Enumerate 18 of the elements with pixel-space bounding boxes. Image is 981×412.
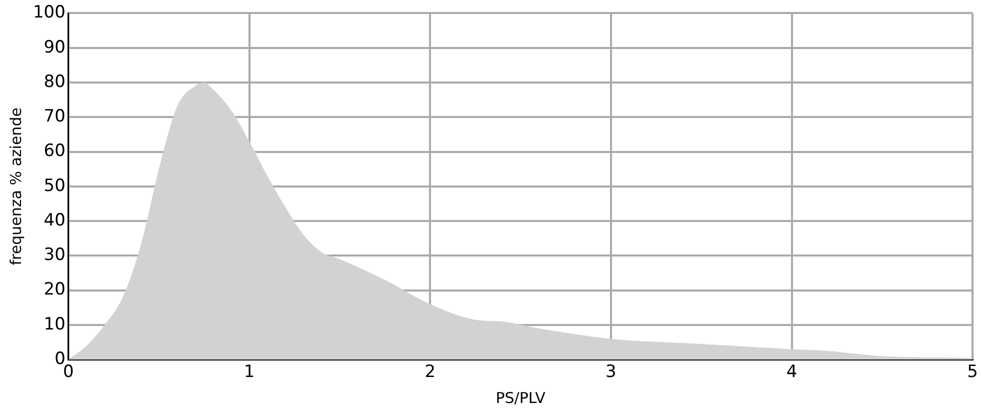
- y-tick-label: 70: [44, 106, 66, 127]
- y-tick-label: 40: [44, 210, 66, 230]
- y-tick-label: 50: [44, 176, 66, 196]
- y-tick-label: 20: [44, 280, 66, 300]
- x-tick-label: 4: [786, 362, 798, 382]
- x-tick-label: 3: [606, 362, 616, 382]
- y-tick-label: 90: [44, 37, 66, 58]
- y-tick-label: 10: [44, 314, 66, 334]
- y-tick-label: 0: [54, 349, 66, 370]
- y-tick-label: 30: [44, 245, 66, 266]
- x-tick-label: 2: [424, 362, 436, 382]
- y-tick-label: 80: [44, 72, 66, 92]
- x-tick-label: 5: [967, 362, 978, 382]
- y-tick-label: 60: [44, 141, 66, 162]
- x-tick-label: 1: [244, 362, 255, 382]
- y-tick-label: 100: [32, 2, 66, 23]
- x-axis-title: PS/PLV: [496, 388, 546, 407]
- y-axis-title: frequenza % aziende: [6, 108, 25, 266]
